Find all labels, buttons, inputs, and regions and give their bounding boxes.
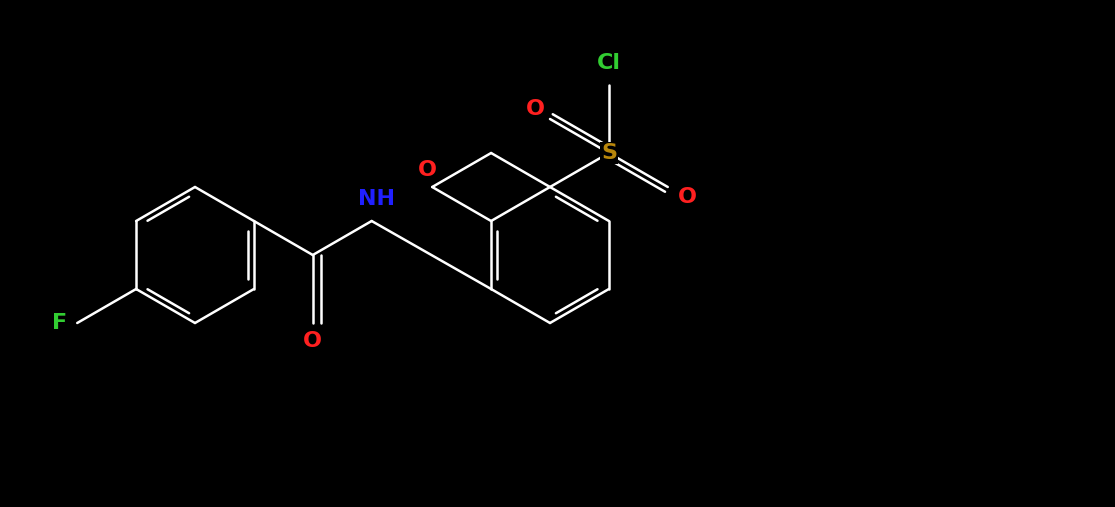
Text: O: O [418, 160, 437, 180]
Text: O: O [303, 331, 322, 351]
Text: O: O [525, 99, 544, 119]
Text: O: O [678, 187, 697, 207]
Text: NH: NH [358, 189, 395, 209]
Text: S: S [601, 143, 617, 163]
Text: Cl: Cl [597, 53, 621, 73]
Text: F: F [51, 313, 67, 333]
